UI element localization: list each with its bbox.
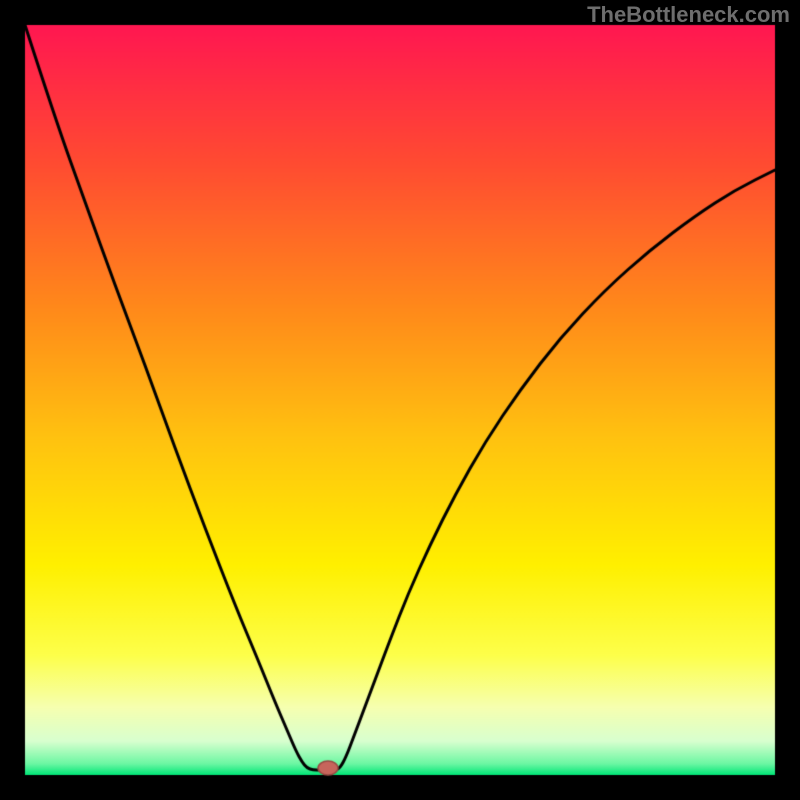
bottleneck-chart — [0, 0, 800, 800]
watermark-text: TheBottleneck.com — [587, 2, 790, 28]
chart-stage: TheBottleneck.com — [0, 0, 800, 800]
